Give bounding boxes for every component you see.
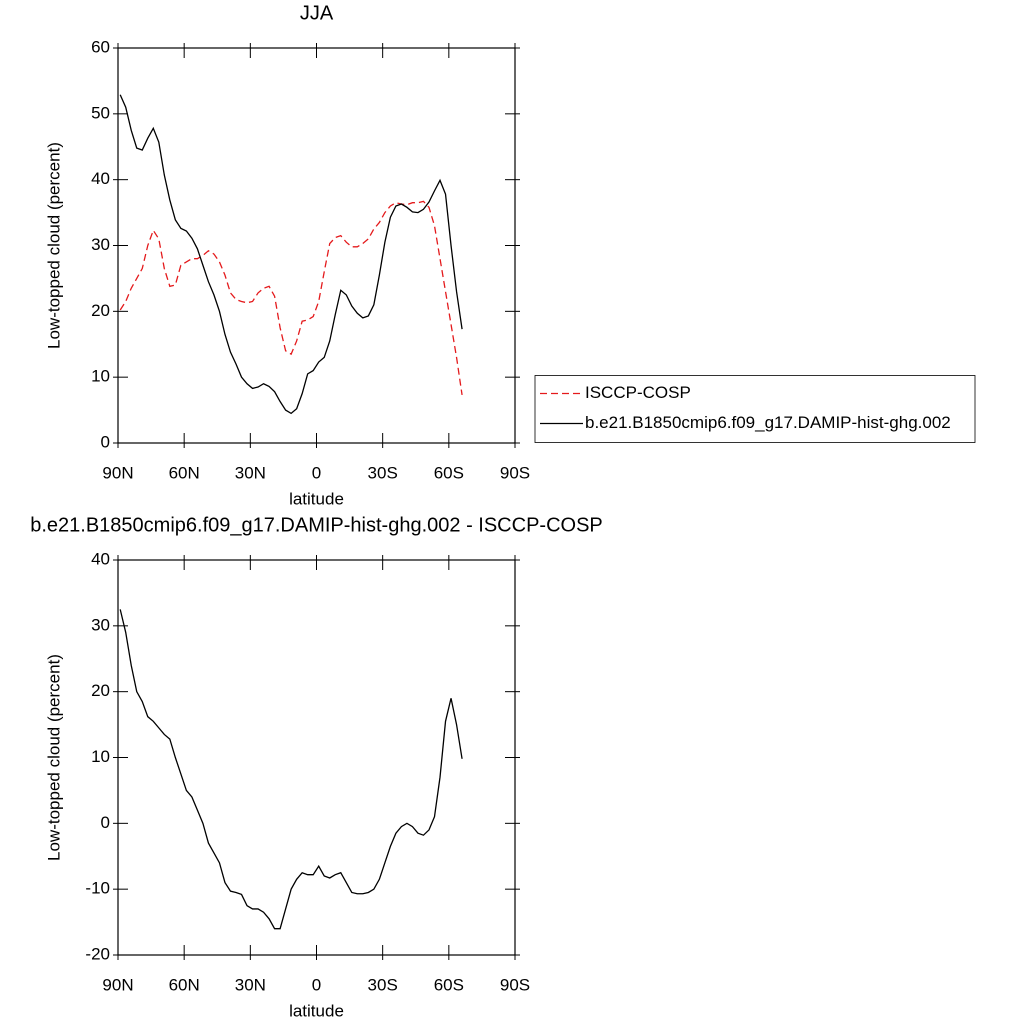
x-tick-label: 30N xyxy=(235,463,266,482)
y-tick-label: 40 xyxy=(91,169,110,188)
chart-title: b.e21.B1850cmip6.f09_g17.DAMIP-hist-ghg.… xyxy=(30,514,603,536)
x-tick-label: 0 xyxy=(312,975,321,994)
y-tick-label: 40 xyxy=(91,549,110,568)
legend-box xyxy=(534,375,976,443)
legend-label: b.e21.B1850cmip6.f09_g17.DAMIP-hist-ghg.… xyxy=(585,413,951,432)
series-line xyxy=(119,94,463,415)
y-tick-label: 20 xyxy=(91,681,110,700)
y-tick-label: 0 xyxy=(101,813,110,832)
x-tick-label: 90N xyxy=(102,463,133,482)
x-axis-label: latitude xyxy=(289,1001,344,1020)
y-tick-label: 10 xyxy=(91,747,110,766)
x-tick-label: 90S xyxy=(500,463,530,482)
x-tick-label: 90S xyxy=(500,975,530,994)
y-tick-label: 20 xyxy=(91,301,110,320)
x-tick-label: 30S xyxy=(368,463,398,482)
legend-label: ISCCP-COSP xyxy=(585,383,691,402)
plot-frame xyxy=(117,559,516,956)
x-axis-label: latitude xyxy=(289,489,344,508)
y-tick-label: 30 xyxy=(91,235,110,254)
y-tick-label: 50 xyxy=(91,103,110,122)
series-line xyxy=(119,609,463,930)
x-tick-label: 60N xyxy=(169,975,200,994)
series-line xyxy=(119,200,463,396)
y-axis-label: Low-topped cloud (percent) xyxy=(44,142,63,349)
x-tick-label: 30S xyxy=(368,975,398,994)
y-axis-label: Low-topped cloud (percent) xyxy=(44,654,63,861)
plot-frame xyxy=(117,47,516,444)
x-tick-label: 0 xyxy=(312,463,321,482)
y-tick-label: 0 xyxy=(101,432,110,451)
x-tick-label: 30N xyxy=(235,975,266,994)
x-tick-label: 60S xyxy=(434,463,464,482)
y-tick-label: -20 xyxy=(85,944,110,963)
y-tick-label: 10 xyxy=(91,367,110,386)
chart-title: JJA xyxy=(300,2,334,24)
x-tick-label: 90N xyxy=(102,975,133,994)
y-tick-label: 60 xyxy=(91,37,110,56)
y-tick-label: 30 xyxy=(91,615,110,634)
x-tick-label: 60S xyxy=(434,975,464,994)
x-tick-label: 60N xyxy=(169,463,200,482)
y-tick-label: -10 xyxy=(85,879,110,898)
